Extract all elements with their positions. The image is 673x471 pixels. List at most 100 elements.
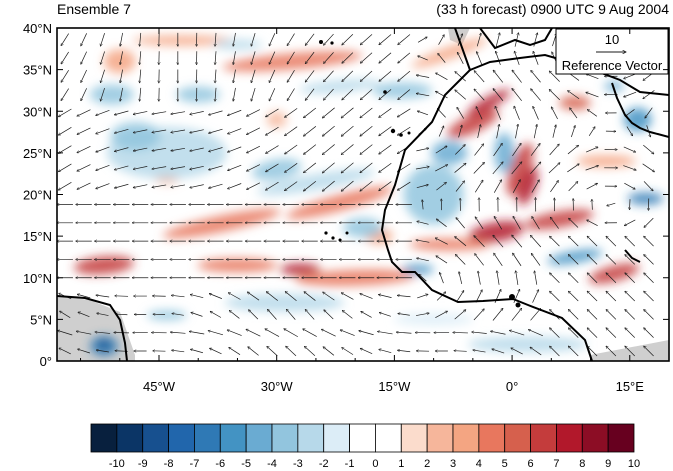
wind-vector	[530, 162, 540, 174]
lon-tick-label: 15°E	[616, 379, 645, 394]
wind-vector	[78, 312, 90, 317]
wind-vector	[511, 308, 522, 321]
wind-vector	[215, 32, 216, 46]
wind-vector	[606, 309, 617, 320]
wind-vector	[568, 291, 579, 302]
wind-vector	[303, 144, 317, 155]
wind-vector	[625, 346, 635, 357]
wind-vector	[492, 162, 503, 175]
colorbar-label: -5	[241, 458, 251, 470]
wind-vector	[585, 166, 599, 171]
wind-vector	[171, 111, 186, 114]
colorbar-swatch	[504, 423, 531, 453]
colorbar-label: -7	[190, 458, 200, 470]
wind-vector	[133, 184, 148, 188]
wind-vector	[623, 165, 636, 171]
wind-vector	[305, 51, 315, 64]
wind-vector	[305, 309, 315, 320]
wind-vector	[644, 309, 654, 320]
wind-vector	[493, 143, 503, 157]
wind-vector	[455, 236, 467, 247]
wind-vector	[303, 329, 317, 337]
wind-vector	[227, 183, 242, 189]
wind-vector	[190, 294, 204, 299]
wind-vector	[379, 70, 392, 81]
wind-vector	[171, 350, 185, 353]
wind-vector	[76, 331, 92, 335]
wind-vector	[379, 52, 392, 63]
wind-vector	[549, 328, 560, 338]
wind-vector	[454, 163, 466, 173]
wind-vector	[81, 69, 87, 83]
wind-vector	[360, 348, 373, 355]
wind-vector	[305, 88, 315, 101]
wind-vector	[61, 70, 69, 82]
colorbar-swatch	[349, 423, 376, 453]
wind-vector	[398, 89, 411, 99]
wind-vector	[265, 126, 279, 135]
wind-vector	[81, 51, 87, 65]
wind-vector	[96, 146, 110, 152]
wind-vector	[493, 235, 504, 248]
anomaly-contour	[517, 167, 538, 206]
islands	[319, 40, 521, 308]
wind-vector	[587, 328, 598, 338]
colorbar-label: 3	[450, 458, 456, 470]
wind-vector	[247, 292, 260, 301]
colorbar-label: -2	[319, 458, 329, 470]
lon-tick-label: 0°	[506, 379, 518, 394]
wind-vector	[77, 294, 91, 299]
map-title: Ensemble 7	[57, 1, 131, 17]
colorbar-label: -6	[215, 458, 225, 470]
wind-vector	[474, 89, 485, 101]
wind-vector	[398, 52, 411, 63]
wind-vector	[515, 124, 518, 139]
wind-vector	[360, 107, 373, 118]
wind-vector	[61, 33, 69, 46]
wind-vector	[534, 271, 538, 285]
anomaly-contour	[224, 293, 345, 312]
wind-vector	[531, 180, 540, 193]
wind-vector	[416, 75, 430, 78]
wind-vector	[323, 52, 334, 63]
wind-vector	[379, 162, 392, 172]
wind-vector	[625, 328, 635, 338]
wind-vector	[97, 313, 109, 316]
colorbar-swatch	[245, 423, 273, 453]
wind-vector	[644, 236, 654, 247]
wind-vector	[625, 254, 635, 265]
wind-vector	[493, 88, 504, 101]
wind-vector	[512, 253, 522, 267]
lat-tick-label: 20°N	[23, 188, 52, 203]
colorbar-swatch	[400, 423, 428, 453]
colorbar-swatch	[581, 423, 609, 453]
wind-vector	[476, 33, 481, 47]
wind-vector	[360, 144, 373, 155]
wind-vector	[473, 350, 486, 353]
wind-vector	[568, 254, 579, 265]
wind-vector	[438, 53, 446, 63]
wind-vector	[229, 310, 240, 319]
wind-vector	[476, 51, 483, 65]
wind-vector	[644, 217, 654, 227]
anomaly-contour	[468, 220, 525, 243]
wind-vector	[120, 87, 123, 101]
wind-vector	[455, 71, 466, 82]
wind-vector	[322, 107, 335, 118]
wind-vector	[215, 51, 216, 64]
wind-vector	[624, 73, 637, 79]
wind-vector	[587, 346, 598, 357]
wind-vector	[324, 310, 334, 320]
wind-vector	[341, 125, 354, 136]
wind-vector	[360, 126, 373, 136]
wind-vector	[530, 235, 542, 248]
wind-vector	[152, 129, 167, 132]
wind-vector	[606, 236, 617, 247]
wind-vector	[531, 70, 541, 83]
colorbar-swatch	[426, 423, 454, 453]
wind-vector	[397, 108, 411, 117]
wind-vector	[475, 217, 484, 230]
wind-vector	[114, 183, 129, 188]
wind-vector	[341, 293, 354, 300]
colorbar-label: -4	[267, 458, 277, 470]
